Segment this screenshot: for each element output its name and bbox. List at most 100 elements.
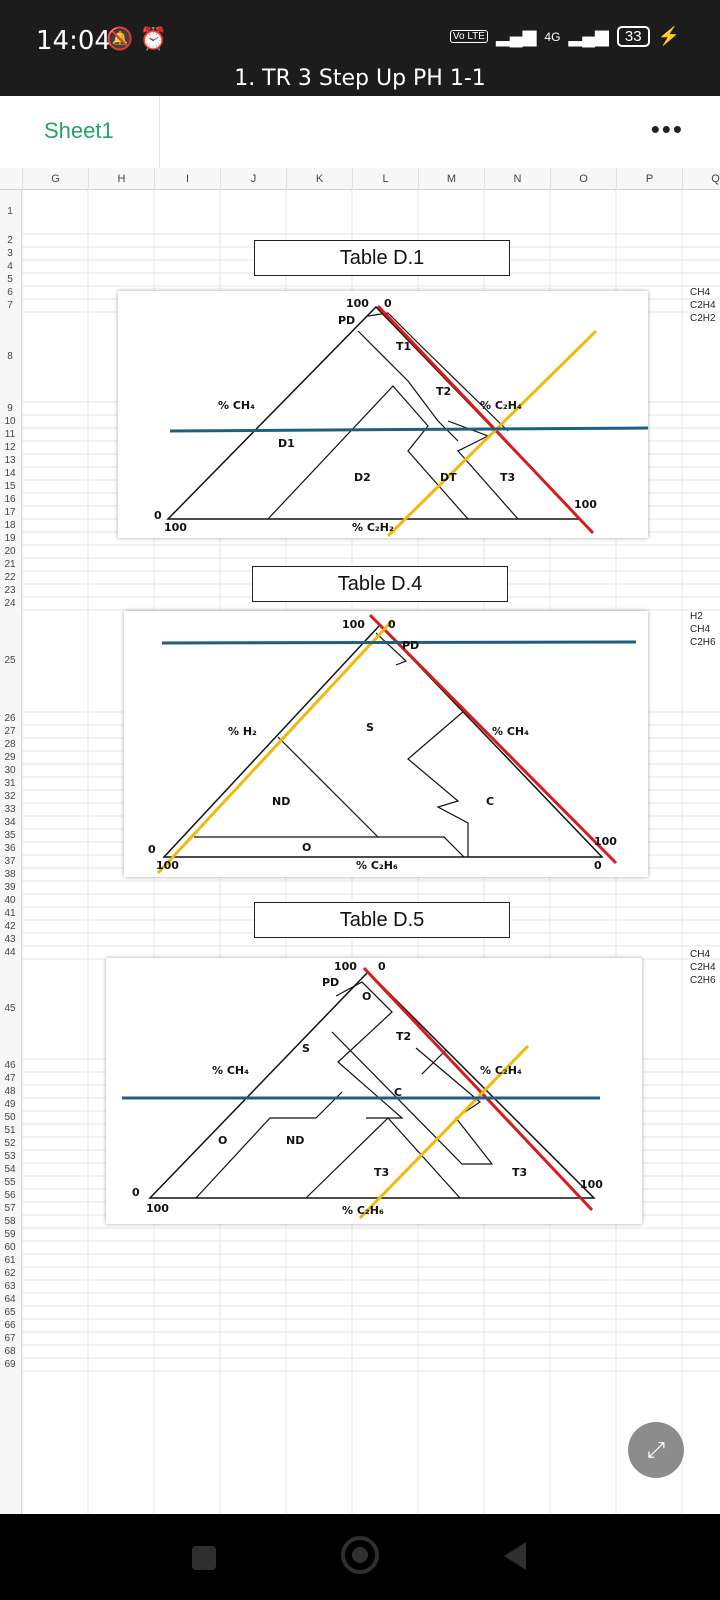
side-label: CH4 [690, 624, 711, 635]
row-number[interactable]: 25 [4, 655, 16, 666]
column-header-cell[interactable]: N [484, 168, 550, 190]
row-number[interactable]: 48 [4, 1085, 16, 1097]
row-number[interactable]: 27 [4, 725, 16, 737]
row-number[interactable]: 11 [4, 428, 16, 440]
row-number[interactable]: 37 [4, 855, 16, 867]
row-number[interactable]: 31 [4, 777, 16, 789]
row-number[interactable]: 65 [4, 1306, 16, 1318]
row-number[interactable]: 61 [4, 1254, 16, 1266]
row-number[interactable]: 63 [4, 1280, 16, 1292]
duval-triangle-d4[interactable]: 100 0 PD % H₂ S % CH₄ ND C O 0 100 100 0… [124, 611, 648, 877]
row-number[interactable]: 9 [7, 402, 13, 414]
row-number[interactable]: 52 [4, 1137, 16, 1149]
row-number[interactable]: 68 [4, 1345, 16, 1357]
row-number[interactable]: 35 [4, 829, 16, 841]
row-number[interactable]: 69 [4, 1358, 16, 1370]
sheet-tab[interactable]: Sheet1 [0, 96, 160, 168]
table-title-d4[interactable]: Table D.4 [252, 566, 508, 602]
row-number[interactable]: 4 [7, 260, 13, 272]
row-number[interactable]: 3 [7, 247, 13, 259]
table-title-d5[interactable]: Table D.5 [254, 902, 510, 938]
recent-apps-button[interactable] [192, 1546, 216, 1570]
row-number[interactable]: 59 [4, 1228, 16, 1240]
row-number[interactable]: 16 [4, 493, 16, 505]
row-number[interactable]: 39 [4, 881, 16, 893]
row-number[interactable]: 53 [4, 1150, 16, 1162]
back-button[interactable] [504, 1542, 526, 1570]
zone-boundary [277, 736, 379, 838]
row-number[interactable]: 18 [4, 519, 16, 531]
side-labels-d5[interactable]: CH4 C2H4 C2H6 [690, 948, 716, 987]
row-number[interactable]: 20 [4, 545, 16, 557]
duval-triangle-d5[interactable]: 100 0 PD O S T2 % CH₄ % C₂H₄ C O ND T3 T… [106, 958, 642, 1224]
column-header-cell[interactable]: O [550, 168, 616, 190]
column-header-cell[interactable]: G [22, 168, 88, 190]
row-number[interactable]: 44 [4, 946, 16, 958]
row-number[interactable]: 23 [4, 584, 16, 596]
row-number[interactable]: 7 [7, 299, 13, 311]
side-labels-d4[interactable]: H2 CH4 C2H6 [690, 610, 716, 649]
expand-button[interactable]: ⤢ [628, 1422, 684, 1478]
more-menu-icon[interactable]: ••• [650, 114, 684, 144]
row-number[interactable]: 24 [4, 597, 16, 609]
column-header-cell[interactable]: M [418, 168, 484, 190]
row-number[interactable]: 28 [4, 738, 16, 750]
row-number[interactable]: 22 [4, 571, 16, 583]
row-number[interactable]: 2 [7, 234, 13, 246]
row-number[interactable]: 43 [4, 933, 16, 945]
row-number[interactable]: 67 [4, 1332, 16, 1344]
column-header-cell[interactable]: L [352, 168, 418, 190]
home-button[interactable] [341, 1536, 379, 1574]
row-number[interactable]: 50 [4, 1111, 16, 1123]
row-number[interactable]: 47 [4, 1072, 16, 1084]
row-number[interactable]: 12 [4, 441, 16, 453]
row-number[interactable]: 32 [4, 790, 16, 802]
row-number[interactable]: 29 [4, 751, 16, 763]
row-number[interactable]: 14 [4, 467, 16, 479]
table-title-d1[interactable]: Table D.1 [254, 240, 510, 276]
row-number[interactable]: 41 [4, 907, 16, 919]
column-header-cell[interactable]: I [154, 168, 220, 190]
zone-label: ND [286, 1134, 304, 1147]
row-number[interactable]: 5 [7, 273, 13, 285]
column-header-cell[interactable]: P [616, 168, 682, 190]
row-number[interactable]: 38 [4, 868, 16, 880]
row-number[interactable]: 1 [7, 206, 13, 217]
row-number[interactable]: 13 [4, 454, 16, 466]
row-number[interactable]: 10 [4, 415, 16, 427]
row-number[interactable]: 40 [4, 894, 16, 906]
column-header-cell[interactable]: K [286, 168, 352, 190]
row-number[interactable]: 60 [4, 1241, 16, 1253]
row-number[interactable]: 46 [4, 1059, 16, 1071]
row-number[interactable]: 36 [4, 842, 16, 854]
row-number[interactable]: 34 [4, 816, 16, 828]
row-number[interactable]: 19 [4, 532, 16, 544]
row-number[interactable]: 8 [7, 351, 13, 362]
row-number[interactable]: 49 [4, 1098, 16, 1110]
row-number[interactable]: 64 [4, 1293, 16, 1305]
row-number[interactable]: 55 [4, 1176, 16, 1188]
column-header-cell[interactable]: Q [682, 168, 720, 190]
row-number[interactable]: 21 [4, 558, 16, 570]
row-number[interactable]: 6 [7, 286, 13, 298]
row-number[interactable]: 30 [4, 764, 16, 776]
row-number[interactable]: 45 [4, 1003, 16, 1014]
row-number[interactable]: 33 [4, 803, 16, 815]
row-number[interactable]: 66 [4, 1319, 16, 1331]
row-number[interactable]: 56 [4, 1189, 16, 1201]
row-number[interactable]: 54 [4, 1163, 16, 1175]
spreadsheet-grid[interactable]: G H I J K L M N O P Q 1 2 3 4 5 6 7 8 9 10 11 12 13 1… [0, 168, 720, 1514]
column-header-cell[interactable]: J [220, 168, 286, 190]
row-number[interactable]: 58 [4, 1215, 16, 1227]
row-number[interactable]: 17 [4, 506, 16, 518]
row-number[interactable]: 51 [4, 1124, 16, 1136]
row-number[interactable]: 62 [4, 1267, 16, 1279]
duval-triangle-d1[interactable]: 100 0 PD T1 T2 % CH₄ % C₂H₄ D1 D2 DT T3 … [118, 291, 649, 538]
row-number[interactable]: 15 [4, 480, 16, 492]
row-number[interactable]: 57 [4, 1202, 16, 1214]
side-labels-d1[interactable]: CH4 C2H4 C2H2 [690, 286, 716, 325]
row-number[interactable]: 42 [4, 920, 16, 932]
apex-right-label: 0 [378, 960, 386, 973]
column-header-cell[interactable]: H [88, 168, 154, 190]
row-number[interactable]: 26 [4, 712, 16, 724]
